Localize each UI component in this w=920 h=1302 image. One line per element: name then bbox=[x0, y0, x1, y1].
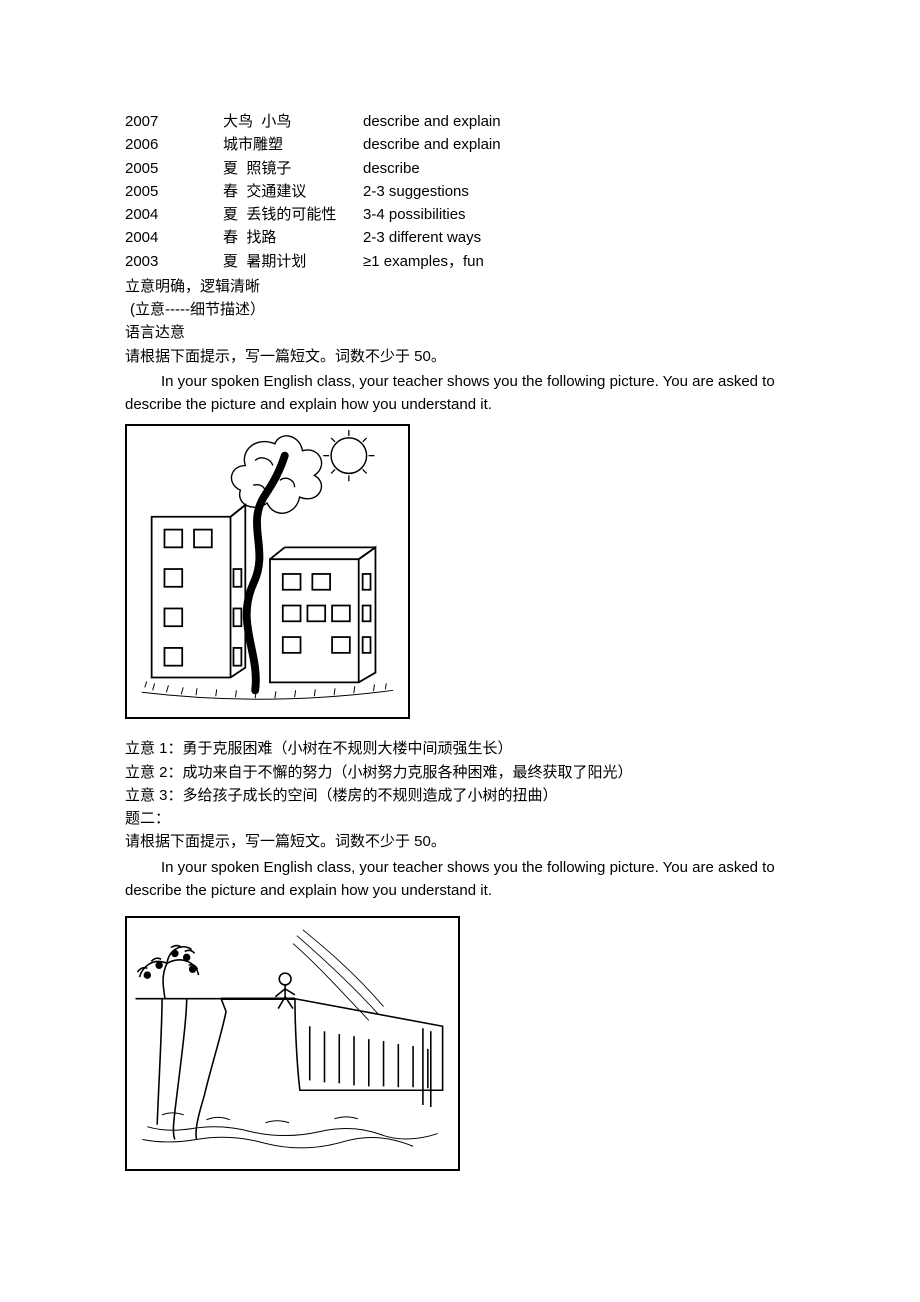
table-row: 2003 夏 暑期计划 ≥1 examples，fun bbox=[125, 250, 795, 273]
cliff-illustration bbox=[127, 918, 458, 1169]
note-line: 立意明确，逻辑清晰 bbox=[125, 275, 795, 298]
q1-prompt-cn: 请根据下面提示，写一篇短文。词数不少于 50。 bbox=[125, 345, 795, 368]
table-row: 2005 春 交通建议 2-3 suggestions bbox=[125, 180, 795, 203]
year-cell: 2004 bbox=[125, 203, 223, 226]
q1-idea-2: 立意 2：成功来自于不懈的努力（小树努力克服各种困难，最终获取了阳光） bbox=[125, 761, 795, 784]
title-cell: 夏 照镜子 bbox=[223, 157, 363, 180]
title-cell: 夏 暑期计划 bbox=[223, 250, 363, 273]
year-cell: 2004 bbox=[125, 226, 223, 249]
picture-cliff-tree bbox=[125, 916, 460, 1171]
table-row: 2006 城市雕塑 describe and explain bbox=[125, 133, 795, 156]
topic-table: 2007 大鸟 小鸟 describe and explain 2006 城市雕… bbox=[125, 110, 795, 273]
year-cell: 2007 bbox=[125, 110, 223, 133]
year-cell: 2006 bbox=[125, 133, 223, 156]
q2-prompt-en: In your spoken English class, your teach… bbox=[125, 856, 795, 903]
table-row: 2004 夏 丢钱的可能性 3-4 possibilities bbox=[125, 203, 795, 226]
desc-cell: describe bbox=[363, 157, 795, 180]
picture-tree-buildings bbox=[125, 424, 410, 719]
desc-cell: 2-3 different ways bbox=[363, 226, 795, 249]
tree-building-illustration bbox=[127, 426, 408, 717]
year-cell: 2005 bbox=[125, 180, 223, 203]
year-cell: 2003 bbox=[125, 250, 223, 273]
q2-heading: 题二： bbox=[125, 807, 795, 830]
q2-prompt-cn: 请根据下面提示，写一篇短文。词数不少于 50。 bbox=[125, 830, 795, 853]
desc-cell: describe and explain bbox=[363, 133, 795, 156]
title-cell: 春 交通建议 bbox=[223, 180, 363, 203]
title-cell: 大鸟 小鸟 bbox=[223, 110, 363, 133]
table-row: 2005 夏 照镜子 describe bbox=[125, 157, 795, 180]
table-row: 2004 春 找路 2-3 different ways bbox=[125, 226, 795, 249]
title-cell: 夏 丢钱的可能性 bbox=[223, 203, 363, 226]
table-row: 2007 大鸟 小鸟 describe and explain bbox=[125, 110, 795, 133]
desc-cell: 2-3 suggestions bbox=[363, 180, 795, 203]
title-cell: 春 找路 bbox=[223, 226, 363, 249]
title-cell: 城市雕塑 bbox=[223, 133, 363, 156]
note-line: (立意-----细节描述） bbox=[125, 298, 795, 321]
note-line: 语言达意 bbox=[125, 321, 795, 344]
q1-idea-3: 立意 3：多给孩子成长的空间（楼房的不规则造成了小树的扭曲） bbox=[125, 784, 795, 807]
desc-cell: 3-4 possibilities bbox=[363, 203, 795, 226]
desc-cell: describe and explain bbox=[363, 110, 795, 133]
q1-idea-1: 立意 1：勇于克服困难（小树在不规则大楼中间顽强生长） bbox=[125, 737, 795, 760]
desc-cell: ≥1 examples，fun bbox=[363, 250, 795, 273]
q1-prompt-en: In your spoken English class, your teach… bbox=[125, 370, 795, 417]
year-cell: 2005 bbox=[125, 157, 223, 180]
